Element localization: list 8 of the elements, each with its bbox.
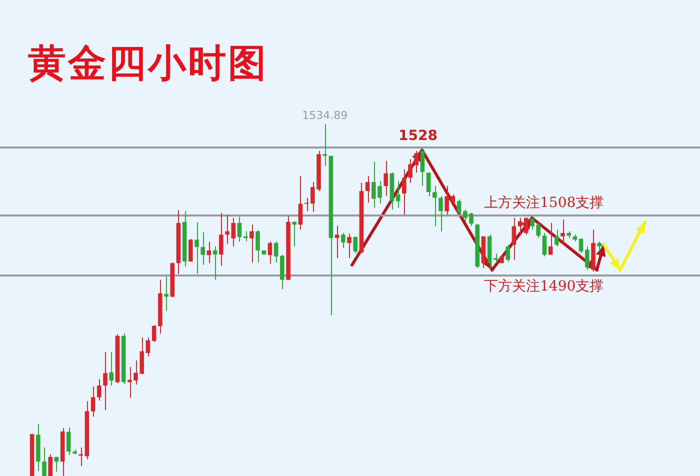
candlestick <box>78 447 83 466</box>
ref-line-label: 1528 <box>398 128 438 144</box>
candlestick <box>322 124 327 166</box>
ref-line-label: 下方关注1490支撑 <box>484 278 604 295</box>
ref-line-label: 上方关注1508支撑 <box>484 195 604 212</box>
annotation: 1534.89 <box>302 108 348 122</box>
text: 黄金四小时图 <box>28 39 268 87</box>
candlestick <box>494 253 498 264</box>
